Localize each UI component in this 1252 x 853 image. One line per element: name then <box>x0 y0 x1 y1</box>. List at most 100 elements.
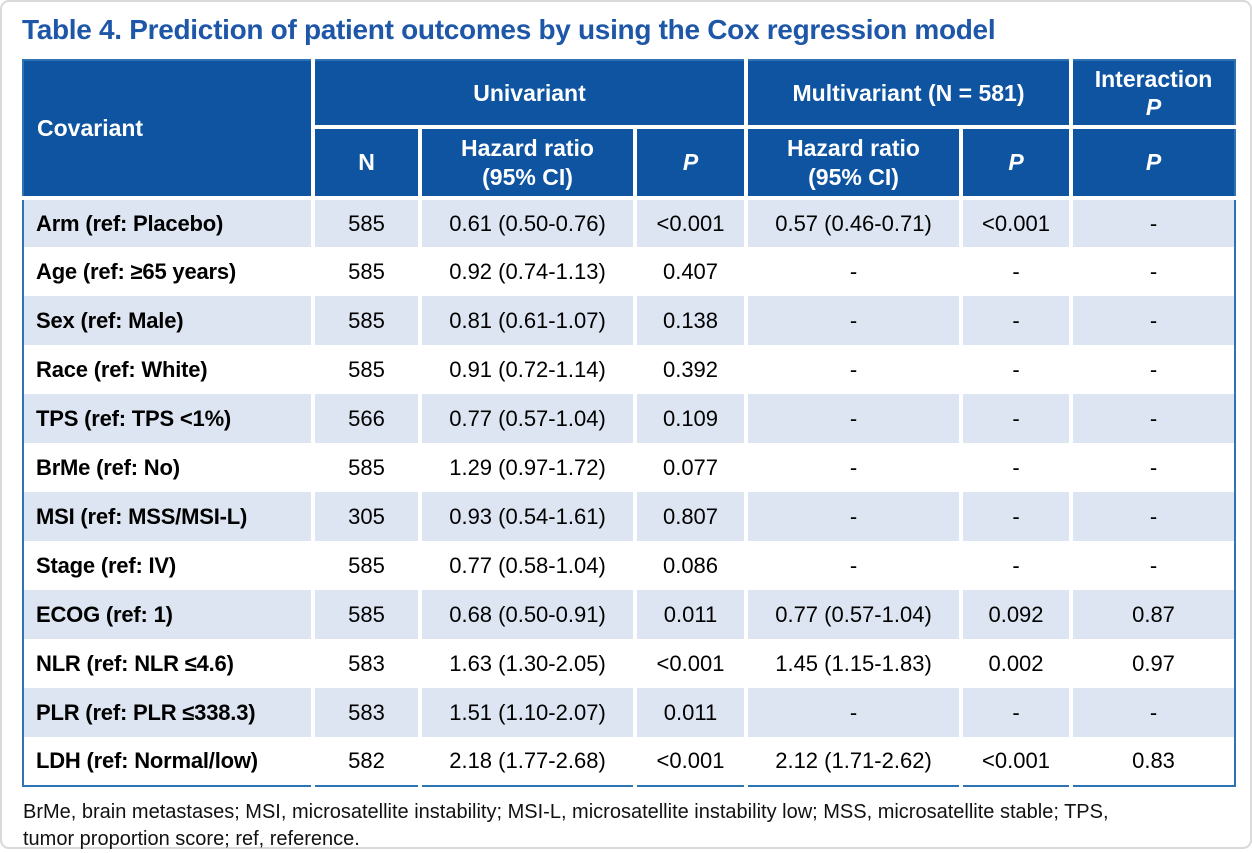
p-multivariant-cell: 0.002 <box>961 639 1071 688</box>
hr-multivariant-cell: 0.57 (0.46-0.71) <box>746 198 961 247</box>
hr-multivariant-cell: - <box>746 345 961 394</box>
p-multivariant-cell: 0.092 <box>961 590 1071 639</box>
table-header: Covariant Univariant Multivariant (N = 5… <box>23 60 1235 198</box>
p-multivariant-cell: - <box>961 541 1071 590</box>
p-univariant-cell: 0.109 <box>635 394 746 443</box>
n-cell: 585 <box>313 443 420 492</box>
hr-univariant-cell: 0.61 (0.50-0.76) <box>420 198 635 247</box>
column-header-p-interaction: P <box>1071 127 1235 198</box>
hr-univariant-cell: 1.29 (0.97-1.72) <box>420 443 635 492</box>
column-header-p-univariant: P <box>635 127 746 198</box>
n-cell: 582 <box>313 737 420 786</box>
hr-univariant-cell: 1.51 (1.10-2.07) <box>420 688 635 737</box>
p-interaction-cell: - <box>1071 345 1235 394</box>
p-multivariant-cell: - <box>961 394 1071 443</box>
column-header-p-multivariant: P <box>961 127 1071 198</box>
n-cell: 566 <box>313 394 420 443</box>
hr-univariant-cell: 0.93 (0.54-1.61) <box>420 492 635 541</box>
column-group-univariant: Univariant <box>313 60 746 127</box>
interaction-p-label: P <box>1146 94 1161 120</box>
hr-univariant-cell: 0.92 (0.74-1.13) <box>420 247 635 296</box>
n-cell: 585 <box>313 296 420 345</box>
hr-univariant-cell: 0.81 (0.61-1.07) <box>420 296 635 345</box>
p-multivariant-cell: - <box>961 492 1071 541</box>
p-multivariant-cell: - <box>961 443 1071 492</box>
covariant-label: NLR (ref: NLR ≤4.6) <box>23 639 313 688</box>
p-univariant-cell: <0.001 <box>635 737 746 786</box>
covariant-label: Arm (ref: Placebo) <box>23 198 313 247</box>
hr-multivariant-cell: - <box>746 443 961 492</box>
hr-univariant-cell: 0.77 (0.57-1.04) <box>420 394 635 443</box>
covariant-label: PLR (ref: PLR ≤338.3) <box>23 688 313 737</box>
n-cell: 585 <box>313 198 420 247</box>
p-multivariant-cell: - <box>961 296 1071 345</box>
covariant-label: TPS (ref: TPS <1%) <box>23 394 313 443</box>
p-interaction-cell: 0.83 <box>1071 737 1235 786</box>
covariant-label: Age (ref: ≥65 years) <box>23 247 313 296</box>
n-cell: 585 <box>313 345 420 394</box>
p-univariant-cell: <0.001 <box>635 198 746 247</box>
hr-multivariant-cell: - <box>746 688 961 737</box>
column-header-hr-multivariant: Hazard ratio (95% CI) <box>746 127 961 198</box>
p-univariant-cell: 0.807 <box>635 492 746 541</box>
p-univariant-cell: 0.407 <box>635 247 746 296</box>
table-title: Table 4. Prediction of patient outcomes … <box>22 14 1230 46</box>
hr-univariant-cell: 0.77 (0.58-1.04) <box>420 541 635 590</box>
hr-multivariant-cell: - <box>746 394 961 443</box>
p-interaction-cell: - <box>1071 296 1235 345</box>
hr-multivariant-cell: - <box>746 492 961 541</box>
p-interaction-cell: - <box>1071 492 1235 541</box>
p-interaction-cell: - <box>1071 394 1235 443</box>
column-group-multivariant: Multivariant (N = 581) <box>746 60 1071 127</box>
covariant-label: Race (ref: White) <box>23 345 313 394</box>
p-multivariant-cell: <0.001 <box>961 737 1071 786</box>
n-cell: 585 <box>313 247 420 296</box>
hr-multivariant-cell: 0.77 (0.57-1.04) <box>746 590 961 639</box>
n-cell: 583 <box>313 639 420 688</box>
p-multivariant-cell: <0.001 <box>961 198 1071 247</box>
p-multivariant-cell: - <box>961 688 1071 737</box>
p-interaction-cell: - <box>1071 247 1235 296</box>
p-interaction-cell: - <box>1071 443 1235 492</box>
hr-univariant-cell: 2.18 (1.77-2.68) <box>420 737 635 786</box>
p-univariant-cell: <0.001 <box>635 639 746 688</box>
covariant-label: ECOG (ref: 1) <box>23 590 313 639</box>
column-header-covariant: Covariant <box>23 60 313 198</box>
p-multivariant-cell: - <box>961 345 1071 394</box>
hr-univariant-cell: 0.68 (0.50-0.91) <box>420 590 635 639</box>
interaction-label: Interaction <box>1095 66 1213 92</box>
hr-multivariant-cell: 2.12 (1.71-2.62) <box>746 737 961 786</box>
p-multivariant-cell: - <box>961 247 1071 296</box>
hr-multivariant-cell: - <box>746 296 961 345</box>
p-interaction-cell: - <box>1071 541 1235 590</box>
hr-multivariant-cell: - <box>746 541 961 590</box>
n-cell: 585 <box>313 590 420 639</box>
column-header-hr-univariant: Hazard ratio (95% CI) <box>420 127 635 198</box>
p-univariant-cell: 0.392 <box>635 345 746 394</box>
cox-regression-table: Covariant Univariant Multivariant (N = 5… <box>22 59 1236 787</box>
hr-multivariant-cell: - <box>746 247 961 296</box>
hr-multivariant-cell: 1.45 (1.15-1.83) <box>746 639 961 688</box>
n-cell: 583 <box>313 688 420 737</box>
hr-univariant-cell: 0.91 (0.72-1.14) <box>420 345 635 394</box>
n-cell: 585 <box>313 541 420 590</box>
p-interaction-cell: 0.97 <box>1071 639 1235 688</box>
p-interaction-cell: - <box>1071 688 1235 737</box>
column-header-n: N <box>313 127 420 198</box>
n-cell: 305 <box>313 492 420 541</box>
p-interaction-cell: 0.87 <box>1071 590 1235 639</box>
covariant-label: Sex (ref: Male) <box>23 296 313 345</box>
covariant-label: MSI (ref: MSS/MSI-L) <box>23 492 313 541</box>
covariant-label: Stage (ref: IV) <box>23 541 313 590</box>
